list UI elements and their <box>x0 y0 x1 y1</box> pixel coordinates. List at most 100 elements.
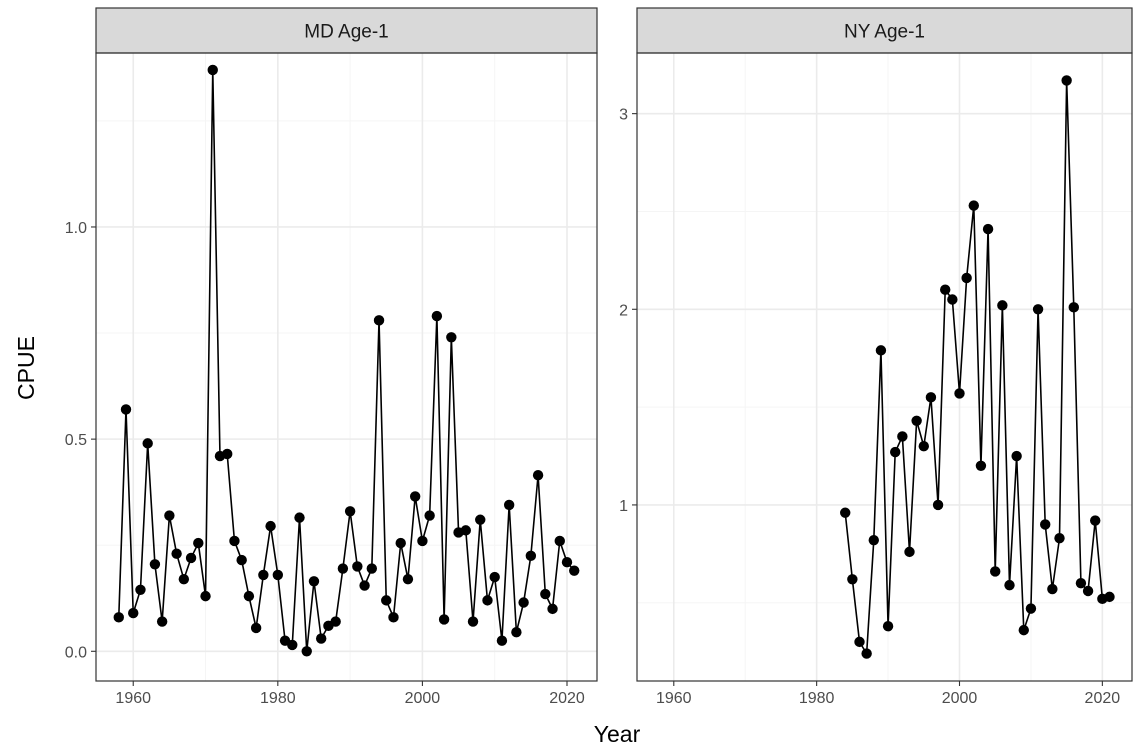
data-point <box>525 550 537 562</box>
data-point <box>496 635 508 646</box>
data-point <box>475 514 486 525</box>
data-point <box>882 621 894 632</box>
data-point <box>330 616 341 627</box>
data-point <box>265 520 276 532</box>
data-point <box>997 300 1008 311</box>
data-point <box>337 563 349 574</box>
data-point <box>128 607 139 619</box>
data-point <box>982 223 994 235</box>
x-tick-label: 2020 <box>549 690 585 707</box>
data-point <box>272 569 284 581</box>
data-point <box>373 315 385 326</box>
panel-border <box>95 52 598 682</box>
data-point <box>431 310 443 322</box>
data-point <box>243 590 255 602</box>
data-point <box>258 569 269 581</box>
x-tick-label: 1960 <box>115 690 151 707</box>
data-point <box>467 616 479 627</box>
x-tick-label: 1980 <box>260 690 296 707</box>
data-point <box>308 576 320 587</box>
data-point <box>1075 577 1087 589</box>
data-point <box>287 639 298 651</box>
data-point <box>1104 591 1115 603</box>
data-point <box>388 612 399 623</box>
data-point <box>395 537 406 549</box>
data-point <box>518 597 529 608</box>
data-point <box>113 612 124 623</box>
data-point <box>861 648 872 659</box>
data-point <box>250 622 262 634</box>
data-point <box>156 616 168 627</box>
data-point <box>489 571 500 583</box>
x-axis-title: Year <box>594 721 641 747</box>
data-point <box>1061 75 1072 86</box>
data-point <box>352 561 363 572</box>
data-point <box>460 525 471 536</box>
data-point <box>171 548 182 559</box>
data-point <box>1090 515 1101 526</box>
data-point <box>193 537 204 549</box>
data-point <box>547 603 558 615</box>
data-point <box>868 534 879 546</box>
data-point <box>1025 603 1037 614</box>
data-point <box>294 512 305 523</box>
data-point <box>207 64 218 76</box>
data-point <box>178 573 190 585</box>
data-point <box>1068 302 1079 313</box>
data-point <box>222 448 233 460</box>
data-point <box>120 404 132 415</box>
data-point <box>990 566 1001 577</box>
data-point <box>954 388 965 399</box>
data-point <box>918 441 929 452</box>
data-point <box>438 614 450 625</box>
data-point <box>1032 304 1044 315</box>
data-point <box>540 588 551 600</box>
data-point <box>315 633 327 644</box>
data-point <box>1054 532 1065 544</box>
data-point <box>503 499 515 511</box>
data-point <box>236 554 247 566</box>
panel-background <box>637 53 1132 681</box>
data-point <box>1040 519 1051 530</box>
data-point <box>359 580 370 591</box>
data-point <box>847 574 858 585</box>
y-tick-label: 0.0 <box>65 644 87 661</box>
data-point <box>142 438 153 449</box>
data-point <box>947 294 958 305</box>
data-point <box>569 565 580 576</box>
data-point <box>344 506 356 517</box>
panel-border <box>636 52 1133 682</box>
data-point <box>366 563 378 574</box>
data-point <box>532 470 544 481</box>
data-point <box>446 332 457 343</box>
facet-strip-label: NY Age-1 <box>844 22 925 43</box>
y-tick-label: 2 <box>619 302 628 319</box>
data-point <box>511 627 522 638</box>
data-point <box>135 584 146 595</box>
series-line <box>844 79 1110 655</box>
data-point <box>975 460 987 471</box>
x-tick-label: 1960 <box>656 690 692 707</box>
data-point <box>409 491 421 502</box>
y-axis-title: CPUE <box>13 336 39 400</box>
facet-strip-label: MD Age-1 <box>304 22 388 43</box>
data-point <box>1011 450 1022 462</box>
data-point <box>840 507 851 518</box>
x-tick-label: 2000 <box>942 690 978 707</box>
data-point <box>911 415 922 427</box>
panel-background <box>96 53 597 681</box>
series-line <box>117 69 575 653</box>
data-point <box>561 556 573 568</box>
data-point <box>1047 583 1058 595</box>
data-point <box>424 510 435 521</box>
data-point <box>961 272 972 284</box>
data-point <box>932 499 944 511</box>
panel-ny-age-1: NY Age-1 1960 1980 2000 2020 1 2 3 <box>619 7 1133 707</box>
x-tick-label: 1980 <box>799 690 835 707</box>
data-point <box>301 646 312 657</box>
y-tick-label: 1.0 <box>65 220 87 237</box>
data-point <box>200 590 211 602</box>
data-point <box>417 535 428 547</box>
data-point <box>185 552 197 564</box>
data-point <box>1082 585 1094 597</box>
